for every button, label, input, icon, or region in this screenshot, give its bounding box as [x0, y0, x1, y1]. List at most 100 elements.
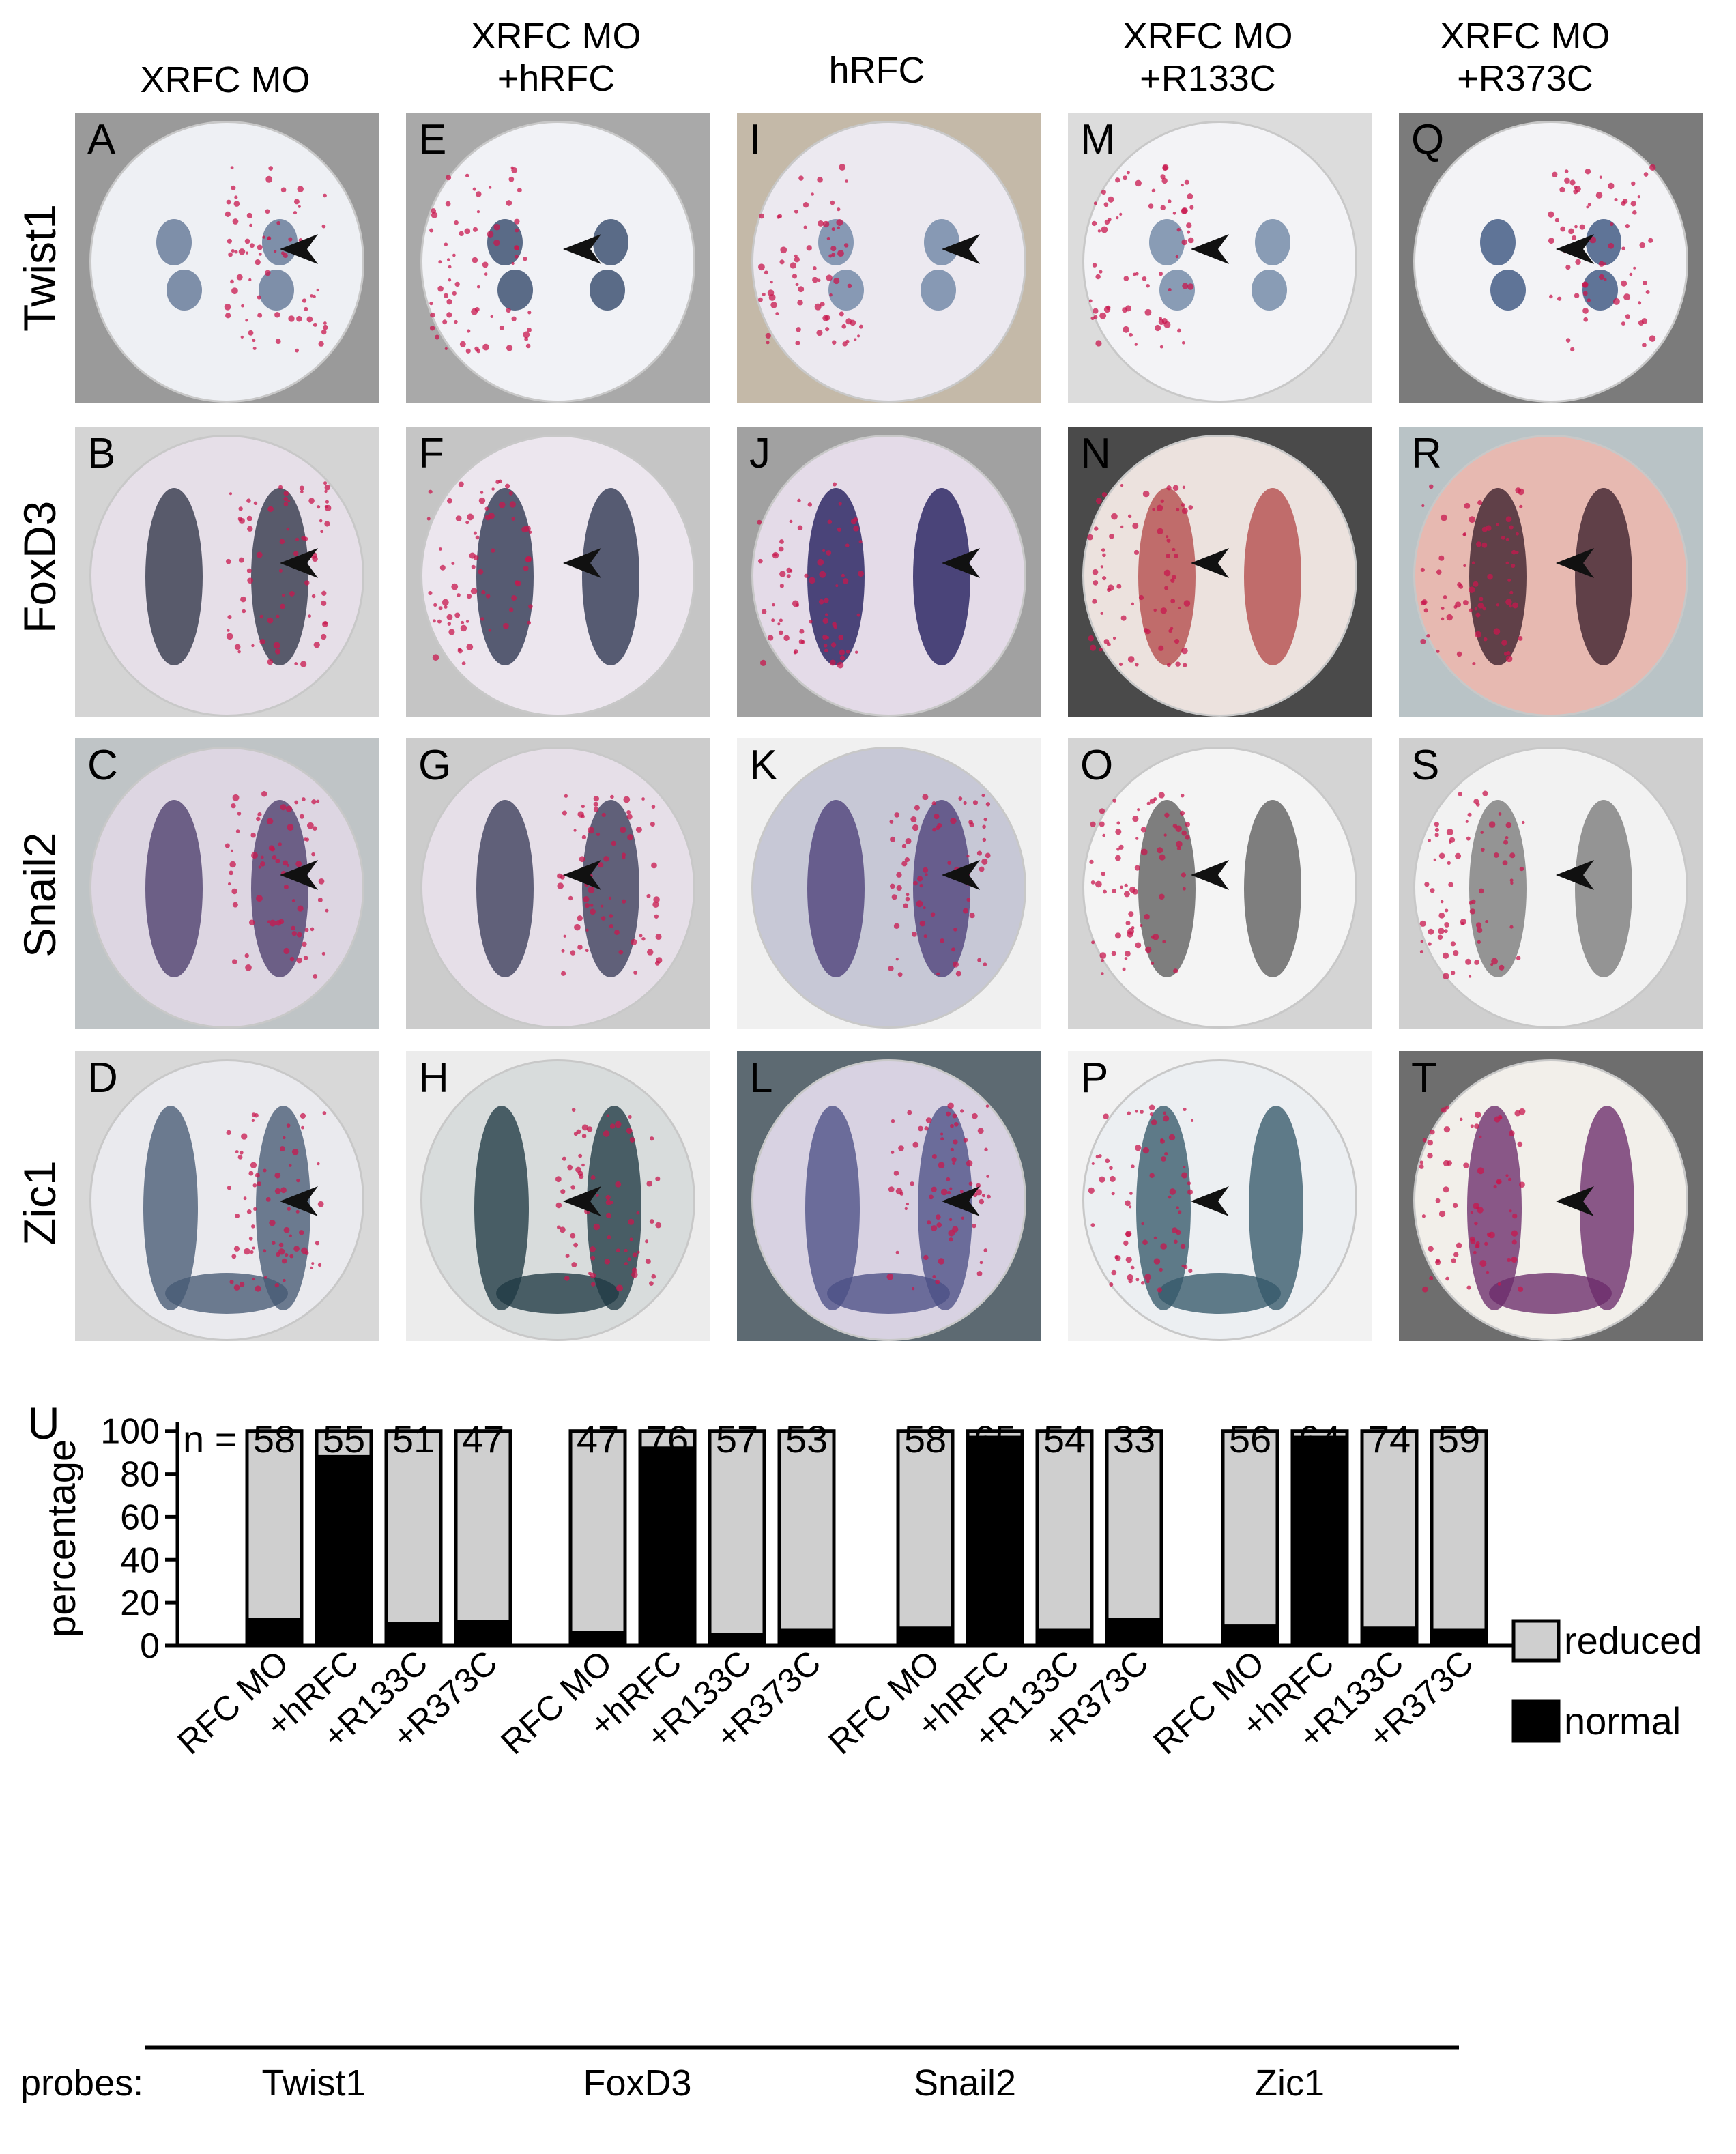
stain-band	[827, 1273, 950, 1314]
arrowhead-icon	[1191, 234, 1229, 264]
arrowhead-icon	[1556, 1186, 1594, 1216]
tracer-speckles	[225, 791, 329, 979]
stain-band	[924, 219, 959, 265]
bar-normal	[1290, 1435, 1349, 1648]
column-header: XRFC MO +R373C	[1440, 16, 1610, 99]
embryo-panel: L	[737, 1051, 1041, 1341]
bar-reduced	[1221, 1429, 1279, 1628]
bar-reduced	[245, 1429, 304, 1622]
y-axis-label: percentage	[40, 1439, 84, 1637]
tracer-speckles	[1089, 792, 1191, 975]
y-tick-label: 20	[120, 1583, 160, 1623]
embryo-panel: S	[1399, 738, 1703, 1029]
tracer-speckles	[1548, 164, 1656, 352]
row-header: Zic1	[14, 1160, 65, 1246]
bar-normal	[315, 1454, 373, 1648]
panel-label: R	[1411, 430, 1442, 477]
n-value-label: 58	[253, 1418, 295, 1461]
stain-band	[156, 219, 192, 265]
bar-normal	[896, 1626, 955, 1648]
bar-normal	[454, 1620, 512, 1648]
stain-band	[1586, 219, 1621, 265]
column-header: XRFC MO +R133C	[1123, 16, 1293, 99]
panel-label: F	[418, 430, 444, 477]
stain-band	[251, 800, 308, 977]
legend-swatch	[1511, 1619, 1561, 1663]
bar-reduced	[777, 1429, 836, 1633]
embryo-body	[751, 435, 1026, 717]
embryo-image	[1413, 1059, 1688, 1341]
panel-label: E	[418, 116, 447, 163]
tracer-speckles	[1087, 483, 1194, 667]
panel-label: D	[87, 1054, 118, 1102]
tracer-speckles	[226, 1111, 327, 1292]
bar-reduced	[315, 1429, 373, 1459]
embryo-body	[1082, 435, 1357, 717]
panel-label: B	[87, 430, 116, 477]
bar-normal	[384, 1622, 443, 1648]
embryo-panel: E	[406, 113, 710, 403]
n-value-label: 47	[577, 1418, 619, 1461]
tracer-speckles	[888, 794, 991, 977]
embryo-panel: A	[75, 113, 379, 403]
stain-band	[1469, 488, 1527, 665]
embryo-image	[1413, 747, 1688, 1029]
stain-band	[262, 219, 298, 265]
stain-band	[1575, 488, 1632, 665]
arrowhead-icon	[942, 548, 980, 578]
stain-band	[1252, 270, 1287, 311]
embryo-image	[420, 747, 695, 1029]
chart-panel-label: U	[27, 1406, 60, 1448]
embryo-image	[751, 121, 1026, 403]
embryo-body	[89, 747, 364, 1029]
embryo-image	[89, 1059, 364, 1341]
embryo-panel: G	[406, 738, 710, 1029]
arrowhead-icon	[563, 1186, 601, 1216]
stain-band	[818, 219, 854, 265]
stain-band	[582, 800, 639, 977]
stain-band	[1136, 1106, 1191, 1310]
stain-band	[828, 270, 864, 311]
n-value-label: 54	[1043, 1418, 1086, 1461]
panel-label: T	[1411, 1054, 1437, 1102]
stain-band	[1158, 1273, 1281, 1314]
stain-band	[145, 800, 203, 977]
bar-reduced	[896, 1429, 955, 1631]
panel-label: J	[749, 430, 770, 477]
stain-band	[145, 488, 203, 665]
tracer-speckles	[1088, 1104, 1194, 1293]
panel-label: L	[749, 1054, 773, 1102]
n-value-label: 57	[716, 1418, 758, 1461]
panel-label: S	[1411, 742, 1440, 789]
bar-normal	[1430, 1628, 1488, 1648]
embryo-panel: K	[737, 738, 1041, 1029]
stain-band	[1489, 1273, 1612, 1314]
panel-label: P	[1080, 1054, 1109, 1102]
embryo-image	[751, 747, 1026, 1029]
probe-group-label: Twist1	[261, 2063, 366, 2103]
embryo-panel: T	[1399, 1051, 1703, 1341]
tracer-speckles	[1088, 164, 1194, 349]
bar-reduced	[638, 1429, 697, 1450]
stain-band	[474, 1106, 529, 1310]
arrowhead-icon	[1191, 548, 1229, 578]
stain-band	[1255, 219, 1290, 265]
embryo-panel: N	[1068, 427, 1372, 717]
y-tick-label: 60	[120, 1497, 160, 1537]
embryo-image	[89, 121, 364, 403]
stain-band	[918, 1106, 972, 1310]
legend-swatch	[1511, 1699, 1561, 1743]
column-header: XRFC MO	[140, 59, 310, 100]
panel-label: Q	[1411, 116, 1445, 163]
stain-band	[496, 1273, 619, 1314]
stain-band	[256, 1106, 310, 1310]
stain-band	[497, 270, 533, 311]
stain-band	[805, 1106, 860, 1310]
embryo-image	[751, 435, 1026, 717]
column-header: XRFC MO +hRFC	[471, 16, 641, 99]
stain-band	[590, 270, 625, 311]
y-tick-label: 80	[120, 1455, 160, 1495]
row-header: Snail2	[14, 832, 65, 958]
stain-band	[913, 800, 970, 977]
